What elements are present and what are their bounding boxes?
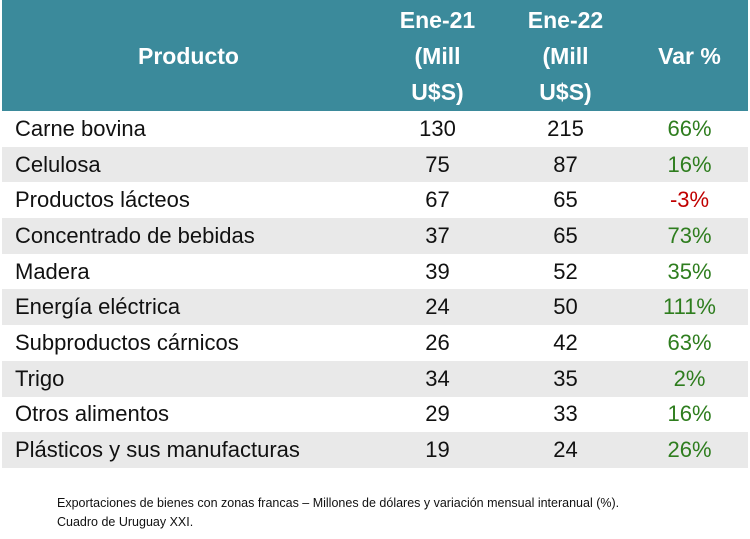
header-cell: Ene-22 (Mill U$S): [500, 0, 631, 111]
header-line: Ene-21: [399, 6, 476, 33]
value-cell: 26: [425, 329, 450, 355]
table-row: Subproductos cárnicos 26 42 63%: [2, 325, 748, 361]
product-cell: Trigo: [2, 360, 375, 397]
product-cell: Concentrado de bebidas: [2, 218, 375, 254]
header-line: Var %: [658, 42, 721, 69]
footnote-line: Cuadro de Uruguay XXI.: [57, 515, 194, 529]
product-cell: Otros alimentos: [15, 401, 170, 427]
header-line: (Mill: [414, 42, 461, 69]
table-row: Otros alimentos 29 33 16%: [2, 397, 748, 433]
change-cell: 66%: [667, 115, 712, 141]
table-row: Productos lácteos 67 65 -3%: [2, 182, 748, 218]
header-cell: Var %: [631, 0, 748, 111]
value-cell: 75: [375, 146, 500, 183]
value-cell: 52: [553, 258, 578, 284]
table-row: Energía eléctrica 24 50 111%: [2, 289, 748, 326]
value-cell: 35: [500, 360, 631, 397]
change-cell: 73%: [631, 218, 748, 254]
value-cell: 50: [500, 289, 631, 326]
footnote: Exportaciones de bienes con zonas franca…: [57, 494, 619, 532]
change-cell: 16%: [667, 401, 712, 427]
product-cell: Plásticos y sus manufacturas: [2, 432, 375, 468]
change-cell: 2%: [631, 360, 748, 397]
product-cell: Celulosa: [2, 146, 375, 183]
table-row: Plásticos y sus manufacturas 19 24 26%: [2, 432, 748, 468]
change-cell: 111%: [631, 289, 748, 326]
change-cell: 35%: [667, 258, 712, 284]
value-cell: 87: [500, 146, 631, 183]
value-cell: 37: [375, 218, 500, 254]
value-cell: 215: [547, 115, 584, 141]
value-cell: 130: [419, 115, 456, 141]
header-cell: Producto: [2, 0, 375, 111]
value-cell: 39: [425, 258, 450, 284]
product-cell: Productos lácteos: [15, 187, 190, 213]
export-table: Producto Ene-21 (Mill U$S) Ene-22 (Mill U$S) Va…: [2, 0, 748, 468]
table-row: Madera 39 52 35%: [2, 254, 748, 290]
header-line: (Mill: [542, 42, 589, 69]
table-row: Concentrado de bebidas 37 65 73%: [2, 218, 748, 254]
value-cell: 19: [375, 432, 500, 468]
change-cell: 26%: [631, 432, 748, 468]
value-cell: 65: [553, 187, 578, 213]
value-cell: 34: [375, 360, 500, 397]
value-cell: 24: [500, 432, 631, 468]
product-cell: Subproductos cárnicos: [15, 329, 239, 355]
table-row: Carne bovina 130 215 66%: [2, 111, 748, 147]
product-cell: Energía eléctrica: [2, 289, 375, 326]
header-cell: Ene-21 (Mill U$S): [375, 0, 500, 111]
product-cell: Madera: [15, 258, 90, 284]
table-row: Trigo 34 35 2%: [2, 360, 748, 397]
change-cell: 63%: [667, 329, 712, 355]
value-cell: 67: [425, 187, 450, 213]
product-cell: Carne bovina: [15, 115, 146, 141]
header-line: Producto: [138, 42, 239, 69]
change-cell: -3%: [669, 187, 710, 213]
header-line: U$S): [539, 78, 592, 105]
header-line: U$S): [411, 78, 464, 105]
table-row: Celulosa 75 87 16%: [2, 146, 748, 183]
value-cell: 33: [553, 401, 578, 427]
value-cell: 24: [375, 289, 500, 326]
footnote-line: Exportaciones de bienes con zonas franca…: [57, 496, 620, 510]
change-cell: 16%: [631, 146, 748, 183]
value-cell: 65: [500, 218, 631, 254]
header-row: Producto Ene-21 (Mill U$S) Ene-22 (Mill U$S) Va…: [2, 0, 748, 111]
table-body: Carne bovina 130 215 66% Celulosa 75 87 16% Prod…: [2, 111, 748, 468]
header-line: Ene-22: [527, 6, 604, 33]
value-cell: 29: [425, 401, 450, 427]
value-cell: 42: [553, 329, 578, 355]
